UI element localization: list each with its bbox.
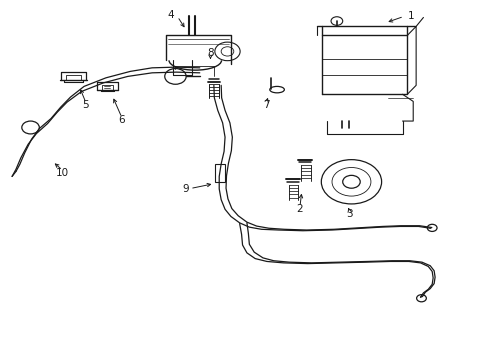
Text: 5: 5 [82, 100, 89, 110]
Text: 8: 8 [207, 48, 213, 58]
Text: 6: 6 [119, 115, 125, 125]
Text: 4: 4 [167, 10, 174, 20]
Text: 2: 2 [296, 204, 303, 214]
Text: 10: 10 [56, 168, 69, 178]
Bar [215, 164, 224, 182]
Text: 3: 3 [346, 208, 352, 219]
Text: 7: 7 [263, 100, 269, 110]
Text: 1: 1 [407, 11, 413, 21]
Text: 9: 9 [183, 184, 189, 194]
